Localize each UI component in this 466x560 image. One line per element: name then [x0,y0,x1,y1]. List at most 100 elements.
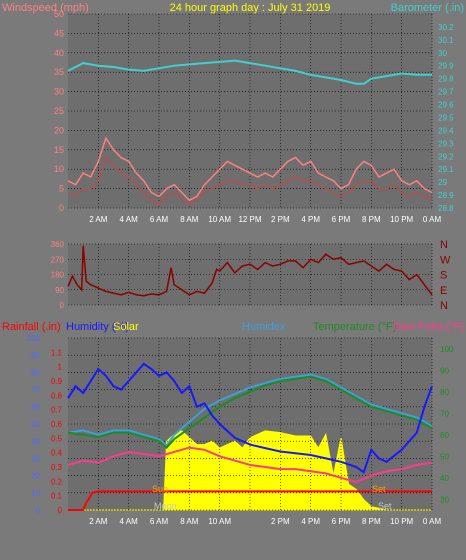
wind-left-tick: 50 [54,9,64,19]
temperature-tick: 30 [440,495,449,504]
rain-tick: 0 [58,506,63,515]
conditions-x-tick: 4 PM [301,517,320,526]
compass-label: S [440,270,447,282]
wind-right-tick: 29.2 [438,152,454,161]
direction-tick: 180 [51,271,65,280]
compass-label: N [440,239,448,251]
wind-series [67,59,433,206]
wind-right-tick: 29.8 [438,75,454,84]
compass-label: E [440,285,447,297]
conditions-x-tick: 10 PM [390,517,413,526]
wind-left-tick: 35 [54,67,64,77]
wind-grid [68,13,433,209]
humidity-tick: 0 [36,506,41,515]
wind-right-tick: 29.3 [438,139,454,148]
wind-right-tick: 30.1 [438,36,454,45]
conditions-tick-labels: 0 10 20 30 40 50 60 70 80 90 100 0 0.1 0.2 0.3 0.4 0.5 0.… [27,334,454,526]
wind-x-tick: 8 AM [180,215,199,224]
rain-tick: 1.1 [51,348,63,357]
moon-label: Moon [154,501,177,511]
rain-line [68,490,432,511]
wind-right-tick: 29.5 [438,113,454,122]
wind-left-tick: 5 [59,184,64,194]
wind-x-tick: 2 PM [271,215,290,224]
rain-tick: 0.1 [51,492,63,501]
wind-right-tick: 29.4 [438,126,454,135]
conditions-x-tick: 2 PM [271,517,290,526]
wind-average-line [67,156,433,206]
temperature-tick: 80 [440,388,449,397]
conditions-x-tick: 6 PM [332,517,351,526]
humidex-line [67,373,433,447]
conditions-x-tick: 0 AM [423,517,442,526]
wind-right-tick: 30 [438,49,447,58]
humidity-tick: 80 [31,368,40,377]
wind-right-tick: 29.7 [438,88,454,97]
direction-tick-labels: 0 N 90 E 180 S 270 W 360 N [51,239,451,312]
direction-tick: 0 [60,301,65,310]
wind-x-tick: 10 AM [208,215,231,224]
rain-tick: 1 [58,363,63,372]
humidity-tick: 60 [31,403,40,412]
wind-barometer-chart: 0 5 10 15 20 25 30 35 40 45 50 28.8 28.9 29 29.1 29.2 29… [2,2,464,224]
temperature-axis-title: Temperature (°F) [313,321,396,333]
rain-tick: 0.7 [51,406,63,415]
dew-point-axis-title: Dew Point (°F) [393,321,465,333]
humidity-tick: 10 [31,489,40,498]
direction-tick: 90 [55,286,64,295]
rain-tick: 0.5 [51,434,63,443]
direction-line [67,245,433,297]
humidity-tick: 100 [27,334,41,343]
wind-left-tick: 45 [54,28,64,38]
wind-right-tick: 29 [438,178,447,187]
wind-x-tick: 4 AM [120,215,139,224]
compass-label: N [440,300,448,312]
solar-axis-title: Solar [113,321,139,333]
wind-right-tick: 29.6 [438,101,454,110]
wind-x-tick: 8 PM [362,215,381,224]
temperature-tick: 90 [440,366,449,375]
wind-left-tick: 20 [54,125,64,135]
temperature-tick: 40 [440,474,449,483]
humidity-tick: 50 [31,420,40,429]
rain-tick: 0.3 [51,463,63,472]
wind-left-tick: 30 [54,87,64,97]
chart-title: 24 hour graph day : July 31 2019 [170,2,331,14]
barometer-line [67,59,432,85]
rain-tick: 0.8 [51,391,63,400]
rain-tick: 0.6 [51,420,63,429]
compass-label: W [440,254,451,266]
wind-x-tick: 2 AM [89,215,108,224]
wind-left-tick: 10 [54,164,64,174]
rain-tick: 0.2 [51,477,63,486]
temperature-tick: 70 [440,409,449,418]
wind-right-tick: 30.2 [438,23,454,32]
humidity-tick: 70 [31,386,40,395]
conditions-x-tick: 4 AM [120,517,139,526]
wind-x-tick: 0 AM [423,215,442,224]
humidity-tick: 30 [31,454,40,463]
moon-set-label: Set [378,501,392,511]
temperature-tick: 60 [440,431,449,440]
wind-right-axis-title: Barometer (.in) [391,2,464,14]
direction-series [67,245,433,297]
conditions-series [67,362,433,511]
sun-set-label: Set [372,484,386,494]
temperature-tick: 50 [440,452,449,461]
direction-grid [68,243,433,306]
rainfall-axis-title: Rainfall (.in) [2,321,61,333]
wind-x-tick: 6 PM [332,215,351,224]
rain-tick: 0.9 [51,377,63,386]
wind-x-tick: 6 AM [150,215,169,224]
conditions-x-tick: 10 AM [208,517,231,526]
wind-right-tick: 28.8 [438,204,454,213]
temperature-line [67,375,433,449]
wind-x-tick: 10 PM [390,215,413,224]
wind-left-tick: 15 [54,145,64,155]
rain-tick: 0.4 [51,449,63,458]
humidex-axis-title: Humidex [242,321,286,333]
humidity-tick: 20 [31,472,40,481]
humidity-axis-title: Humidity (%) [66,321,129,333]
